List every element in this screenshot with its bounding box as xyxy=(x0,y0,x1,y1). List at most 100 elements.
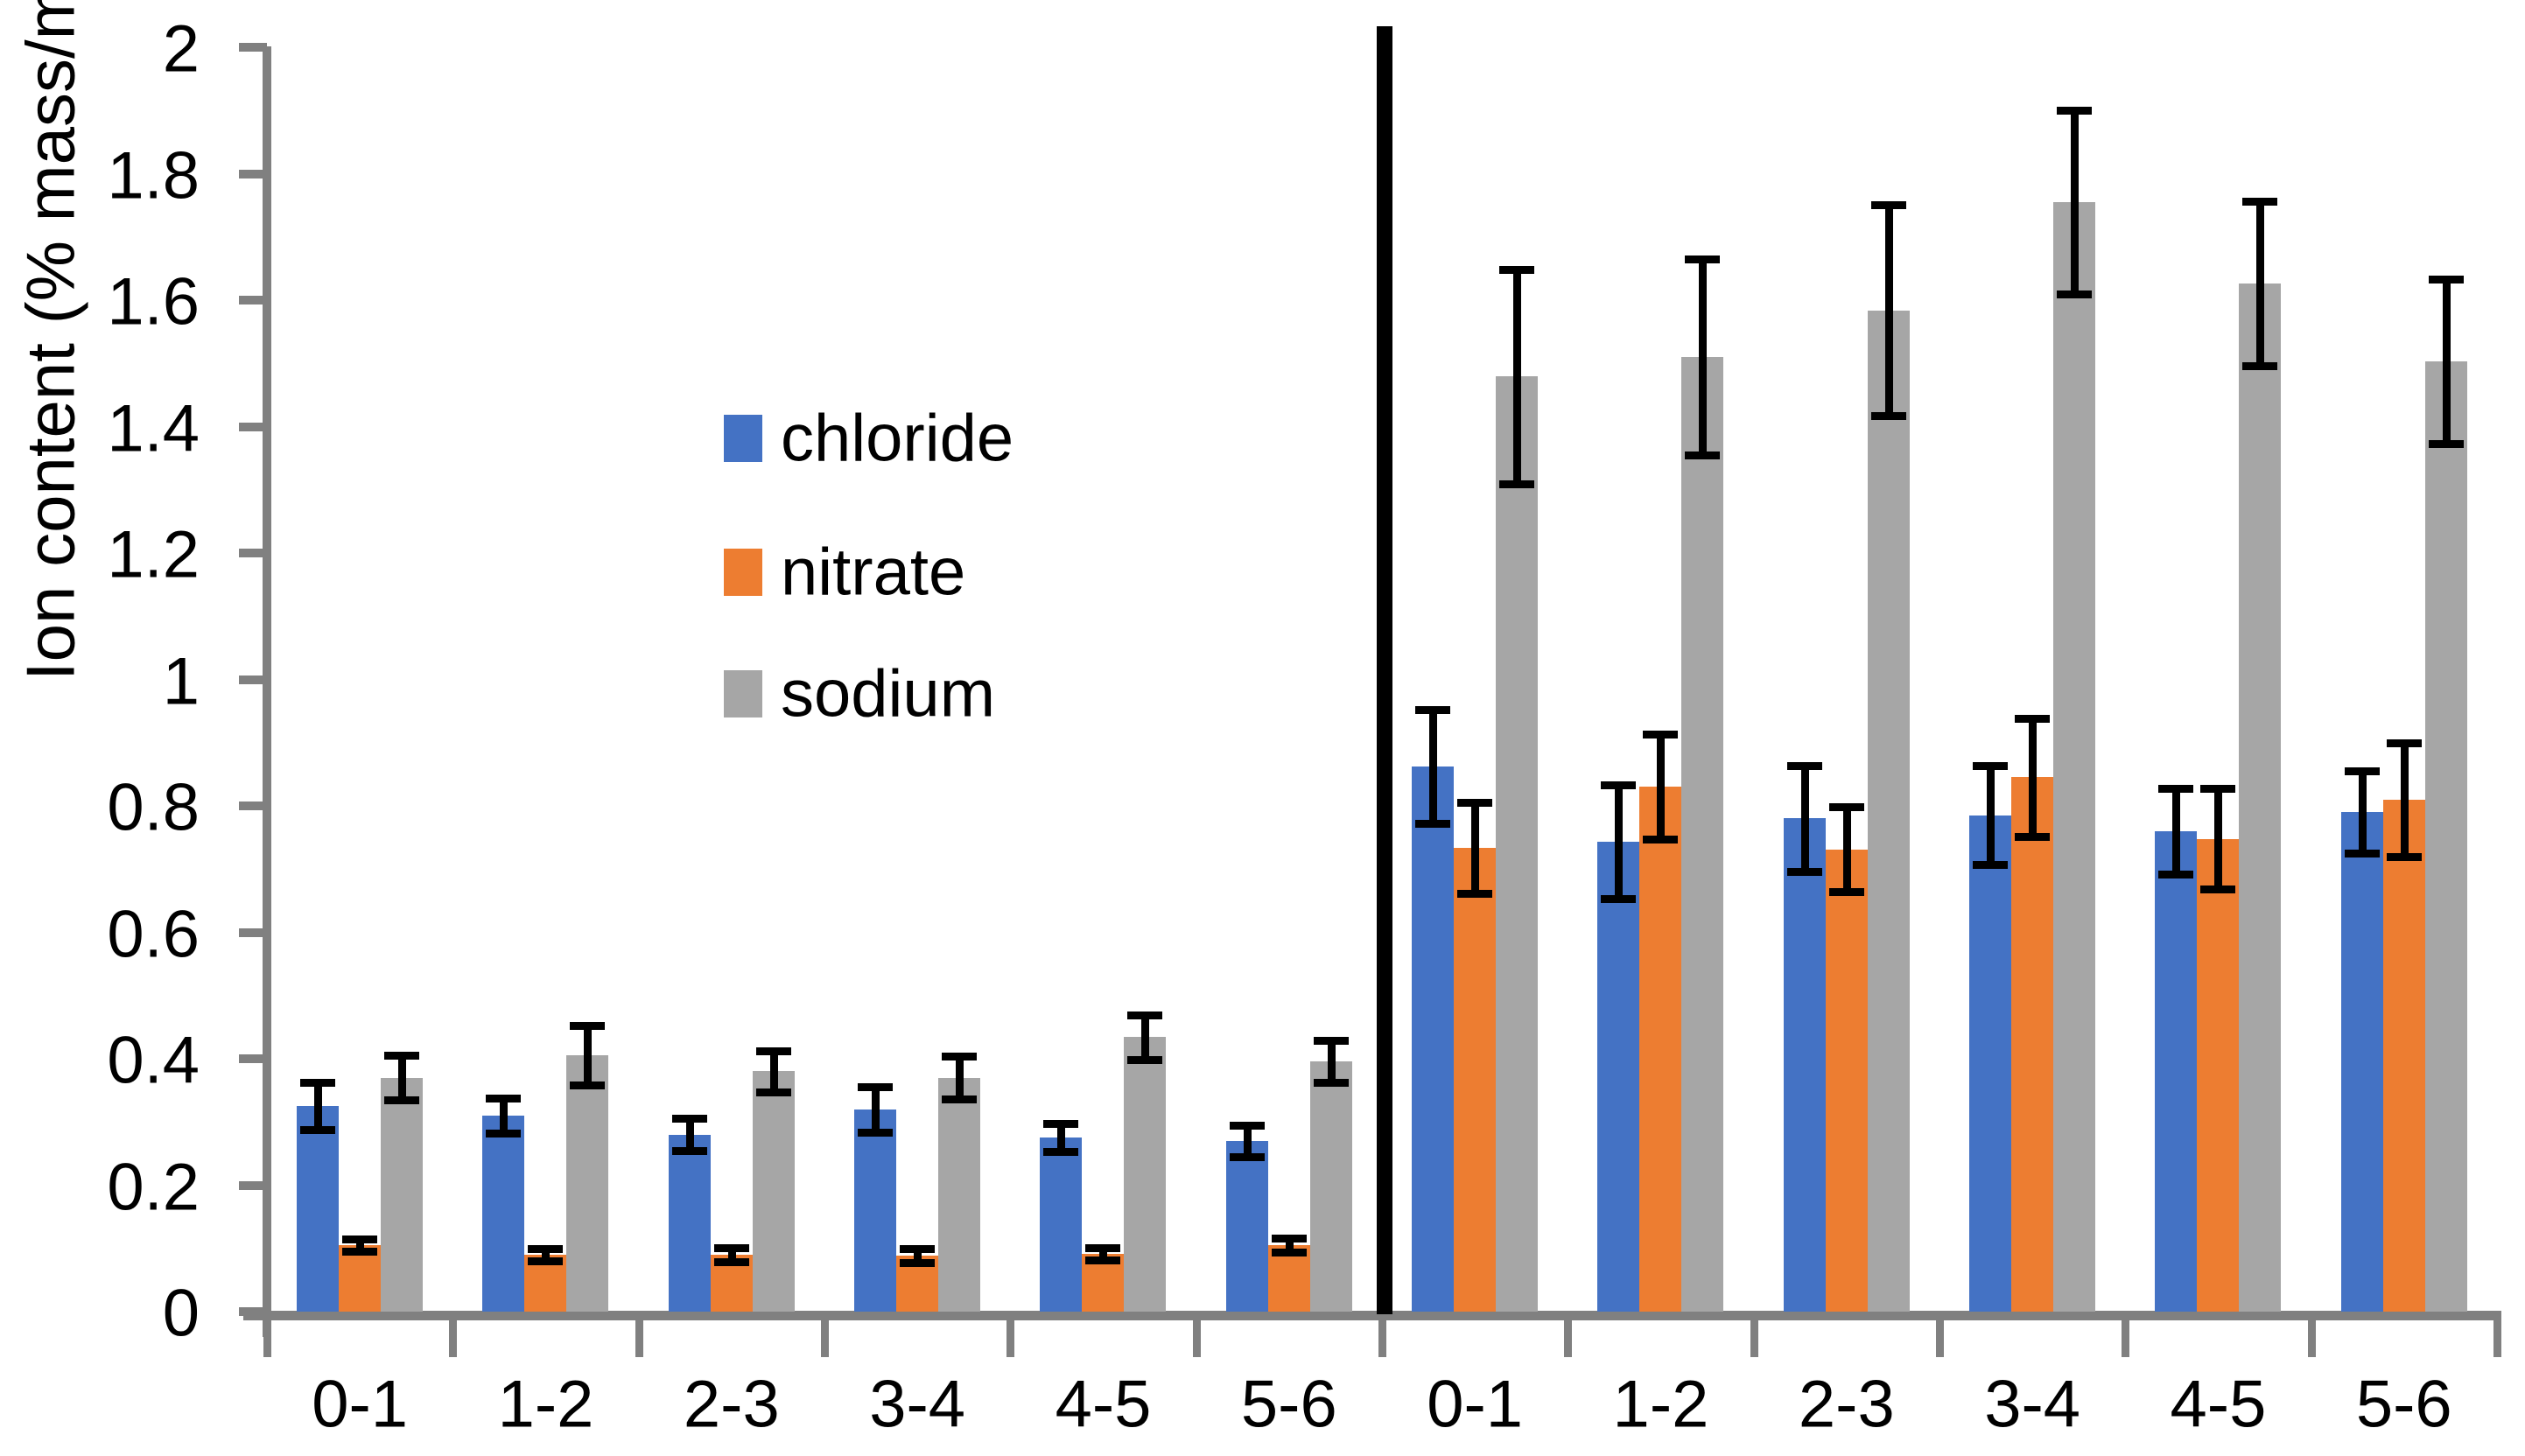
error-bar-stem xyxy=(685,1117,694,1152)
error-bar-cap-bottom xyxy=(2057,290,2093,298)
error-bar-cap-bottom xyxy=(1415,820,1451,829)
x-axis-tick xyxy=(1935,1320,1944,1357)
x-axis-tick xyxy=(1006,1320,1015,1357)
error-bar-stem xyxy=(1057,1124,1066,1152)
error-bar-stem xyxy=(956,1056,964,1100)
bar-sodium-left-5-6[interactable] xyxy=(1309,1060,1352,1312)
y-axis-tick xyxy=(239,675,267,684)
error-bar-stem xyxy=(2442,279,2451,444)
y-tick-label: 0.6 xyxy=(107,897,200,971)
error-bar-cap-bottom xyxy=(2158,871,2194,879)
bar-sodium-left-2-3[interactable] xyxy=(752,1071,795,1312)
error-bar-cap-top xyxy=(486,1094,522,1102)
error-bar-cap-top xyxy=(1127,1012,1163,1020)
error-bar-stem xyxy=(1800,765,1809,872)
y-tick-label: 0.2 xyxy=(107,1150,200,1224)
error-bar-stem xyxy=(500,1097,509,1134)
bar-chloride-left-5-6[interactable] xyxy=(1225,1140,1268,1312)
y-tick-label: 1.4 xyxy=(107,391,200,466)
error-bar-stem xyxy=(542,1248,551,1262)
y-axis-tick xyxy=(239,169,267,178)
error-bar-cap-top xyxy=(2015,715,2051,724)
error-bar-stem xyxy=(398,1055,407,1100)
bar-nitrate-right-5-6[interactable] xyxy=(2382,799,2425,1312)
x-category-label-right-0-1: 0-1 xyxy=(1427,1367,1524,1442)
error-bar-cap-bottom xyxy=(570,1082,606,1090)
x-category-label-left-5-6: 5-6 xyxy=(1240,1367,1337,1442)
error-bar-cap-bottom xyxy=(1127,1055,1163,1064)
bar-sodium-right-3-4[interactable] xyxy=(2053,202,2096,1312)
error-bar-cap-bottom xyxy=(1828,888,1864,897)
bar-sodium-left-3-4[interactable] xyxy=(938,1077,981,1312)
error-bar-cap-top xyxy=(1973,762,2009,771)
error-bar-stem xyxy=(1285,1238,1294,1253)
x-category-label-left-0-1: 0-1 xyxy=(312,1367,409,1442)
bar-chloride-left-3-4[interactable] xyxy=(854,1109,897,1312)
error-bar-cap-top xyxy=(1229,1121,1265,1130)
error-bar-cap-top xyxy=(384,1052,420,1060)
bar-chloride-right-3-4[interactable] xyxy=(1969,815,2012,1312)
bar-sodium-left-4-5[interactable] xyxy=(1124,1037,1167,1312)
error-bar-stem xyxy=(727,1248,736,1262)
bar-chloride-right-1-2[interactable] xyxy=(1597,842,1640,1312)
error-bar-cap-bottom xyxy=(2386,852,2422,861)
error-bar-cap-top xyxy=(1786,761,1822,770)
x-axis-tick xyxy=(1378,1320,1386,1357)
x-axis-tick xyxy=(449,1320,458,1357)
error-bar-cap-bottom xyxy=(300,1125,336,1134)
bar-sodium-right-1-2[interactable] xyxy=(1681,357,1724,1312)
error-bar-cap-top xyxy=(1499,265,1535,274)
bar-chloride-right-5-6[interactable] xyxy=(2340,812,2383,1312)
y-axis-line xyxy=(263,46,271,1337)
bar-chloride-right-0-1[interactable] xyxy=(1412,766,1455,1312)
error-bar-stem xyxy=(1884,204,1893,416)
error-bar-cap-bottom xyxy=(1973,861,2009,870)
bar-chloride-left-0-1[interactable] xyxy=(297,1106,340,1312)
error-bar-cap-top xyxy=(2057,107,2093,116)
error-bar-cap-bottom xyxy=(1043,1148,1079,1157)
bar-nitrate-right-3-4[interactable] xyxy=(2011,777,2054,1312)
error-bar-cap-bottom xyxy=(1499,480,1535,489)
x-axis-tick xyxy=(263,1320,271,1357)
y-tick-label: 2 xyxy=(162,11,200,87)
bar-sodium-right-4-5[interactable] xyxy=(2239,284,2282,1312)
bar-nitrate-right-1-2[interactable] xyxy=(1639,787,1682,1312)
error-bar-cap-bottom xyxy=(2015,832,2051,841)
bar-sodium-right-0-1[interactable] xyxy=(1496,376,1539,1312)
bar-chloride-left-2-3[interactable] xyxy=(668,1134,711,1312)
bar-sodium-right-2-3[interactable] xyxy=(1867,310,1910,1312)
bar-nitrate-right-4-5[interactable] xyxy=(2197,838,2240,1312)
error-bar-cap-top xyxy=(2242,198,2278,206)
bar-chloride-left-4-5[interactable] xyxy=(1040,1138,1083,1312)
legend-swatch-chloride xyxy=(724,415,762,462)
bar-sodium-left-0-1[interactable] xyxy=(381,1077,424,1312)
bar-nitrate-right-2-3[interactable] xyxy=(1825,849,1868,1312)
error-bar-stem xyxy=(2214,788,2223,890)
error-bar-cap-bottom xyxy=(384,1096,420,1104)
error-bar-stem xyxy=(1099,1248,1108,1261)
error-bar-cap-top xyxy=(755,1046,791,1055)
bar-nitrate-right-0-1[interactable] xyxy=(1454,847,1497,1312)
bar-chloride-right-4-5[interactable] xyxy=(2155,830,2198,1312)
error-bar-cap-bottom xyxy=(528,1257,564,1266)
error-bar-cap-top xyxy=(528,1244,564,1253)
error-bar-cap-bottom xyxy=(1601,895,1637,904)
x-category-label-right-1-2: 1-2 xyxy=(1612,1367,1709,1442)
y-tick-label: 1.2 xyxy=(107,517,200,592)
error-bar-stem xyxy=(1243,1124,1252,1157)
error-bar-cap-top xyxy=(900,1244,936,1253)
bar-chloride-right-2-3[interactable] xyxy=(1783,818,1826,1312)
error-bar-stem xyxy=(2071,110,2080,294)
error-bar-cap-bottom xyxy=(942,1096,978,1104)
y-axis-tick xyxy=(239,1054,267,1063)
bar-sodium-left-1-2[interactable] xyxy=(566,1055,609,1312)
legend-swatch-sodium xyxy=(724,670,762,718)
bar-sodium-right-5-6[interactable] xyxy=(2424,361,2467,1312)
error-bar-stem xyxy=(584,1026,593,1086)
error-bar-stem xyxy=(1141,1015,1150,1060)
error-bar-cap-top xyxy=(342,1235,378,1243)
y-tick-label: 1 xyxy=(162,644,200,718)
bar-chloride-left-1-2[interactable] xyxy=(482,1116,525,1312)
legend-label-sodium: sodium xyxy=(781,656,995,732)
bar-nitrate-left-0-1[interactable] xyxy=(339,1245,382,1312)
